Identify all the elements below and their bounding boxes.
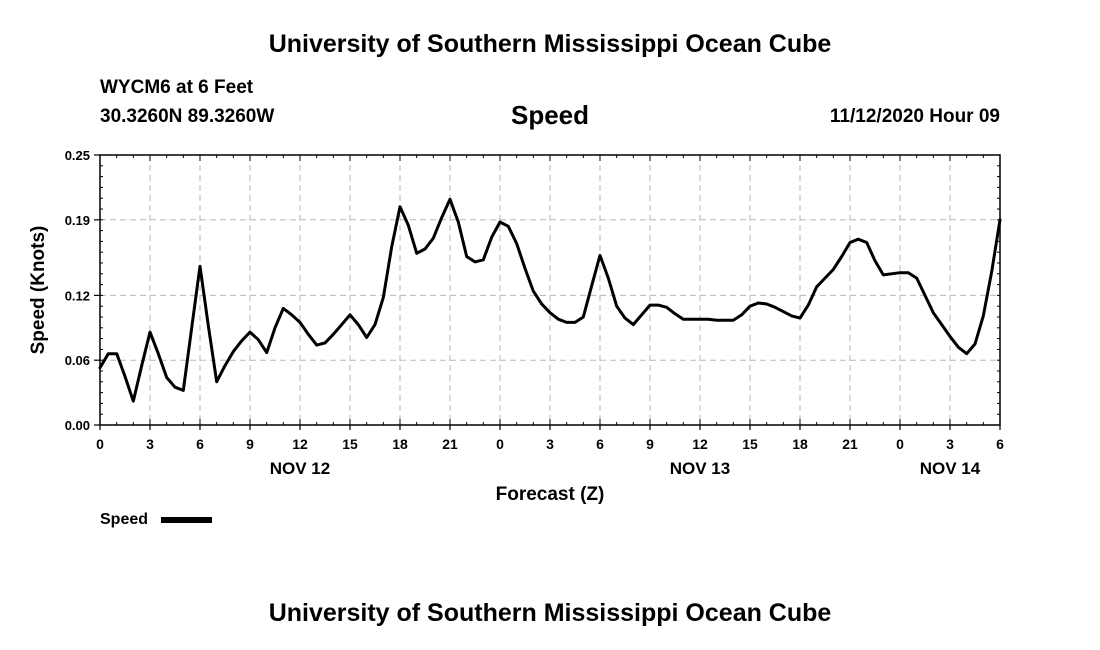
y-tick-label: 0.06 (65, 353, 90, 368)
chart-title: Speed (510, 100, 590, 130)
x-tick-label: 12 (292, 436, 308, 452)
footer-title: University of Southern Mississippi Ocean… (268, 599, 832, 627)
legend-swatch (161, 517, 212, 523)
x-tick-label: 18 (792, 436, 808, 452)
x-tick-label: 6 (196, 436, 204, 452)
x-tick-label: 15 (742, 436, 758, 452)
date-label: NOV 12 (270, 459, 330, 478)
x-tick-label: 12 (692, 436, 708, 452)
speed-series-line (98, 197, 1002, 403)
datetime-label: 11/12/2020 Hour 09 (829, 106, 1000, 127)
y-axis-label: Speed (Knots) (28, 226, 49, 355)
date-label: NOV 13 (670, 459, 730, 478)
y-tick-label: 0.12 (65, 288, 90, 303)
x-tick-label: 9 (646, 436, 654, 452)
x-tick-label: 15 (342, 436, 358, 452)
x-tick-label: 21 (842, 436, 858, 452)
x-tick-label: 0 (896, 436, 904, 452)
x-tick-label: 3 (946, 436, 954, 452)
x-tick-label: 3 (146, 436, 154, 452)
y-tick-label: 0.19 (65, 213, 90, 228)
x-axis-label: Forecast (Z) (496, 484, 605, 505)
x-tick-label: 21 (442, 436, 458, 452)
page-title: University of Southern Mississippi Ocean… (268, 30, 832, 58)
date-label: NOV 14 (920, 459, 981, 478)
coordinates-label: 30.3260N 89.3260W (100, 106, 275, 127)
x-tick-label: 6 (996, 436, 1004, 452)
x-tick-label: 6 (596, 436, 604, 452)
legend-label: Speed (100, 511, 148, 528)
x-tick-label: 9 (246, 436, 254, 452)
x-tick-label: 0 (496, 436, 504, 452)
x-tick-label: 3 (546, 436, 554, 452)
station-label: WYCM6 at 6 Feet (100, 77, 254, 98)
y-tick-label: 0.00 (65, 418, 90, 433)
y-tick-label: 0.25 (65, 148, 90, 163)
x-tick-label: 18 (392, 436, 408, 452)
x-tick-label: 0 (96, 436, 104, 452)
